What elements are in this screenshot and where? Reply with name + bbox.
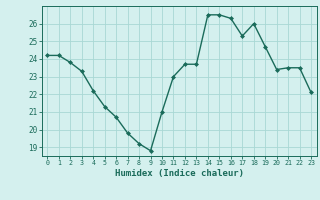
X-axis label: Humidex (Indice chaleur): Humidex (Indice chaleur) xyxy=(115,169,244,178)
